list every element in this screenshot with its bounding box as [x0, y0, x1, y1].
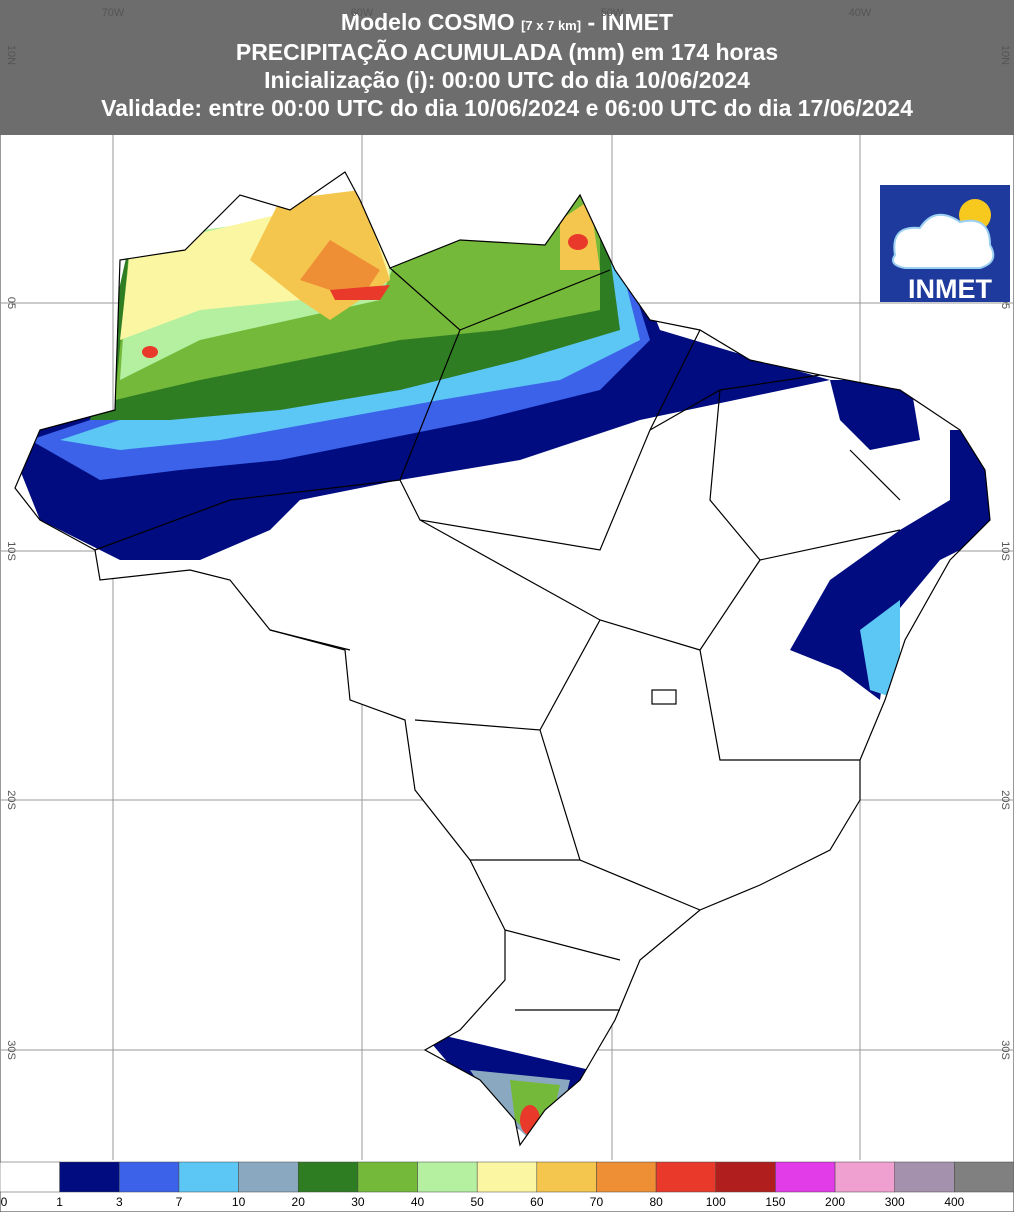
legend-label: 400 [944, 1195, 964, 1209]
logo: INMET [880, 185, 1010, 304]
legend-swatch [59, 1161, 120, 1193]
rain-area [568, 234, 588, 250]
lat-label: 30S [999, 1040, 1011, 1060]
lon-label: 70W [102, 7, 125, 19]
state-border [269, 267, 901, 1011]
lat-label: 05 [5, 297, 17, 309]
legend-label: 60 [530, 1195, 544, 1209]
legend: 0 1 3 7 10 20 30 40 50 60 70 80 100 150 200 300 400 [0, 1161, 1014, 1209]
legend-swatch [536, 1161, 597, 1193]
legend-label: 100 [706, 1195, 726, 1209]
legend-swatch [715, 1161, 776, 1193]
legend-label: 80 [649, 1195, 663, 1209]
legend-label: 10 [232, 1195, 246, 1209]
legend-swatch [0, 1161, 60, 1193]
legend-label: 1 [56, 1195, 63, 1209]
header-line: Inicialização (i): 00:00 UTC do dia 10/0… [264, 67, 750, 93]
legend-swatch [417, 1161, 478, 1193]
legend-label: 40 [411, 1195, 425, 1209]
legend-label: 150 [765, 1195, 785, 1209]
lat-label: 10N [5, 45, 17, 65]
legend-swatch [775, 1161, 836, 1193]
legend-swatch [655, 1161, 717, 1193]
header-line: Validade: entre 00:00 UTC do dia 10/06/2… [101, 95, 913, 121]
lon-label: 40W [849, 7, 872, 19]
legend-label: 300 [885, 1195, 905, 1209]
legend-label: 7 [176, 1195, 183, 1209]
lat-label: 30S [5, 1040, 17, 1060]
legend-label: 70 [590, 1195, 604, 1209]
header-lines: PRECIPITAÇÃO ACUMULADA (mm) em 174 horas… [101, 38, 913, 121]
legend-swatch [894, 1161, 955, 1193]
title-suffix: - INMET [587, 9, 673, 35]
legend-swatch [297, 1161, 359, 1193]
legend-swatch [178, 1161, 239, 1193]
lat-label: 20S [999, 790, 1011, 810]
legend-swatch [238, 1161, 299, 1193]
rain-area [330, 285, 390, 300]
rain-area [860, 600, 900, 700]
lon-label: 50W [601, 7, 624, 19]
title-note: [7 x 7 km] [521, 18, 581, 33]
rain-area [300, 240, 380, 300]
legend-label: 0 [1, 1195, 8, 1209]
logo-text: INMET [908, 274, 993, 304]
legend-swatch [596, 1161, 657, 1193]
borders [14, 171, 991, 1146]
legend-label: 30 [351, 1195, 365, 1209]
legend-swatch [119, 1161, 180, 1193]
federal-district [651, 689, 677, 705]
legend-swatch [476, 1161, 538, 1193]
header-bar [0, 0, 1014, 135]
rain-area [790, 430, 990, 700]
lat-label: 20S [5, 790, 17, 810]
legend-swatch [954, 1161, 1014, 1193]
legend-swatch [357, 1161, 418, 1193]
header-line: PRECIPITAÇÃO ACUMULADA (mm) em 174 horas [236, 38, 778, 65]
logo-cloud [892, 213, 995, 269]
title-main: Modelo COSMO [341, 9, 515, 35]
lon-label: 60W [351, 7, 374, 19]
rain-area [830, 380, 920, 450]
title: Modelo COSMO [7 x 7 km] - INMET [341, 9, 673, 35]
rain-area [142, 346, 158, 358]
legend-label: 200 [825, 1195, 845, 1209]
lat-label: 10S [5, 541, 17, 561]
lat-label: 10S [999, 541, 1011, 561]
legend-label: 50 [470, 1195, 484, 1209]
legend-label: 3 [116, 1195, 123, 1209]
legend-label: 20 [292, 1195, 306, 1209]
legend-swatch [834, 1161, 895, 1193]
lat-label: 10N [999, 45, 1011, 65]
